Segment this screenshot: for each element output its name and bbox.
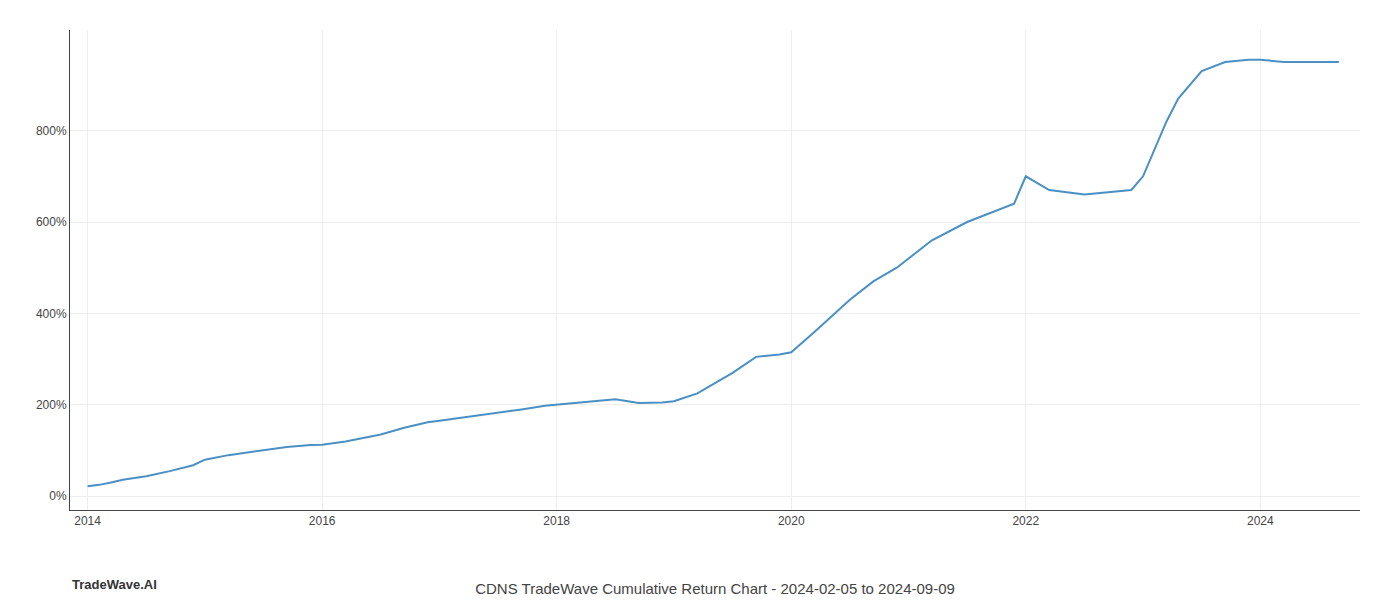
- svg-text:2022: 2022: [1012, 514, 1039, 528]
- svg-text:2020: 2020: [778, 514, 805, 528]
- svg-text:2024: 2024: [1247, 514, 1274, 528]
- svg-text:2014: 2014: [74, 514, 101, 528]
- svg-text:800%: 800%: [36, 124, 67, 138]
- svg-text:200%: 200%: [36, 398, 67, 412]
- svg-text:CDNS TradeWave Cumulative Retu: CDNS TradeWave Cumulative Return Chart -…: [475, 580, 955, 597]
- svg-text:400%: 400%: [36, 307, 67, 321]
- svg-text:600%: 600%: [36, 215, 67, 229]
- svg-text:TradeWave.AI: TradeWave.AI: [72, 577, 157, 592]
- svg-text:2018: 2018: [543, 514, 570, 528]
- svg-text:2016: 2016: [309, 514, 336, 528]
- svg-text:0%: 0%: [49, 489, 67, 503]
